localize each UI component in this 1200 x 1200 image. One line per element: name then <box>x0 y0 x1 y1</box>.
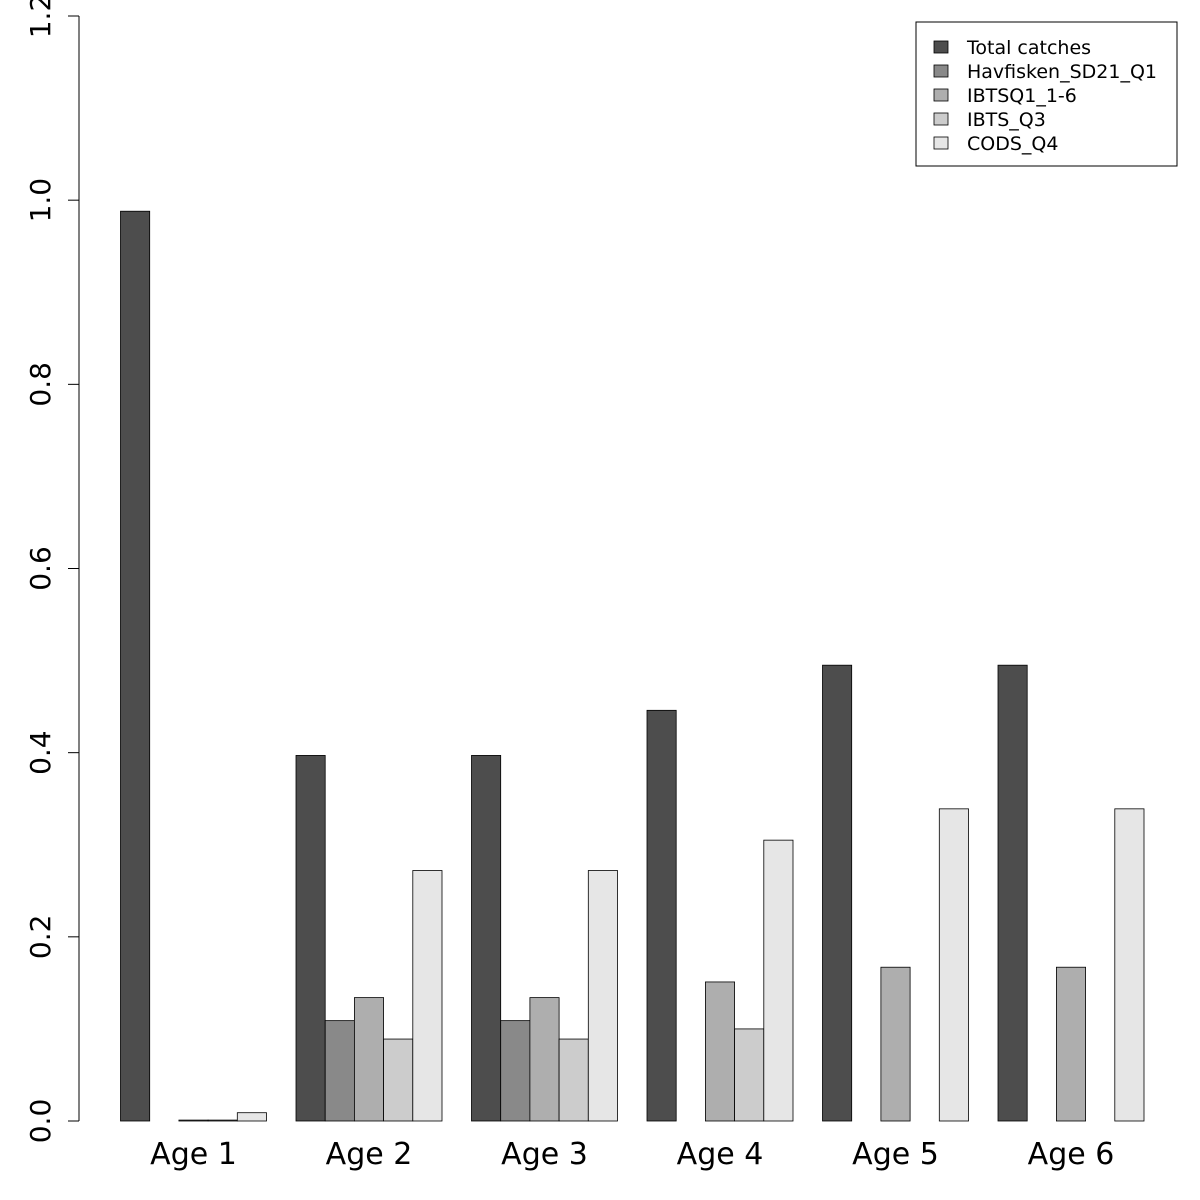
bar-1-5 <box>236 1112 267 1122</box>
bar-5-3 <box>880 966 911 1122</box>
y-tick-label: 0.0 <box>24 1099 57 1144</box>
x-category-label: Age 5 <box>852 1137 939 1172</box>
legend-label: CODS_Q4 <box>967 133 1058 155</box>
bar-3-3 <box>529 997 560 1122</box>
legend: Total catchesHavfisken_SD21_Q1IBTSQ1_1-6… <box>915 21 1178 167</box>
bar-4-5 <box>763 839 794 1122</box>
bar-4-1 <box>646 709 677 1122</box>
legend-swatch <box>933 64 949 78</box>
bar-6-5 <box>1114 808 1145 1122</box>
legend-swatch <box>933 112 949 126</box>
bar-5-1 <box>822 664 853 1122</box>
bar-5-5 <box>938 808 969 1122</box>
bar-1-1 <box>120 210 151 1122</box>
bar-2-4 <box>383 1038 414 1122</box>
bar-3-1 <box>471 755 502 1122</box>
legend-swatch <box>933 88 949 102</box>
legend-label: IBTS_Q3 <box>967 109 1046 131</box>
legend-label: Havfisken_SD21_Q1 <box>967 61 1157 83</box>
x-category-label: Age 6 <box>1028 1137 1115 1172</box>
bar-3-4 <box>558 1038 589 1122</box>
bar-1-4 <box>207 1119 238 1122</box>
bar-6-1 <box>997 664 1028 1122</box>
bar-3-2 <box>500 1020 531 1122</box>
x-category-label: Age 1 <box>150 1137 237 1172</box>
x-category-label: Age 2 <box>326 1137 413 1172</box>
y-tick-label: 0.4 <box>24 730 57 775</box>
y-tick-label: 1.0 <box>24 178 57 223</box>
legend-label: IBTSQ1_1-6 <box>967 85 1077 107</box>
legend-swatch <box>933 136 949 150</box>
x-category-label: Age 3 <box>501 1137 588 1172</box>
bar-6-3 <box>1056 966 1087 1122</box>
bar-4-3 <box>705 981 736 1122</box>
y-tick-label: 0.8 <box>24 362 57 407</box>
x-axis-labels: Age 1 Age 2 Age 3 Age 4 Age 5 Age 6 <box>150 1137 1114 1172</box>
legend-box <box>915 21 1178 167</box>
bar-3-5 <box>587 870 618 1122</box>
y-tick-label: 0.2 <box>24 915 57 960</box>
bar-4-4 <box>734 1028 765 1122</box>
x-category-label: Age 4 <box>677 1137 764 1172</box>
bar-2-2 <box>324 1020 355 1122</box>
legend-swatch <box>933 40 949 54</box>
y-axis: 0.0 0.2 0.4 0.6 0.8 1.0 1.2 <box>24 0 80 1144</box>
y-tick-label: 0.6 <box>24 546 57 591</box>
bar-2-1 <box>295 755 326 1122</box>
bars <box>120 210 1145 1122</box>
legend-label: Total catches <box>966 37 1091 59</box>
bar-2-3 <box>353 997 384 1122</box>
bar-2-5 <box>412 870 443 1122</box>
y-tick-label: 1.2 <box>24 0 57 38</box>
bar-1-3 <box>178 1119 209 1122</box>
